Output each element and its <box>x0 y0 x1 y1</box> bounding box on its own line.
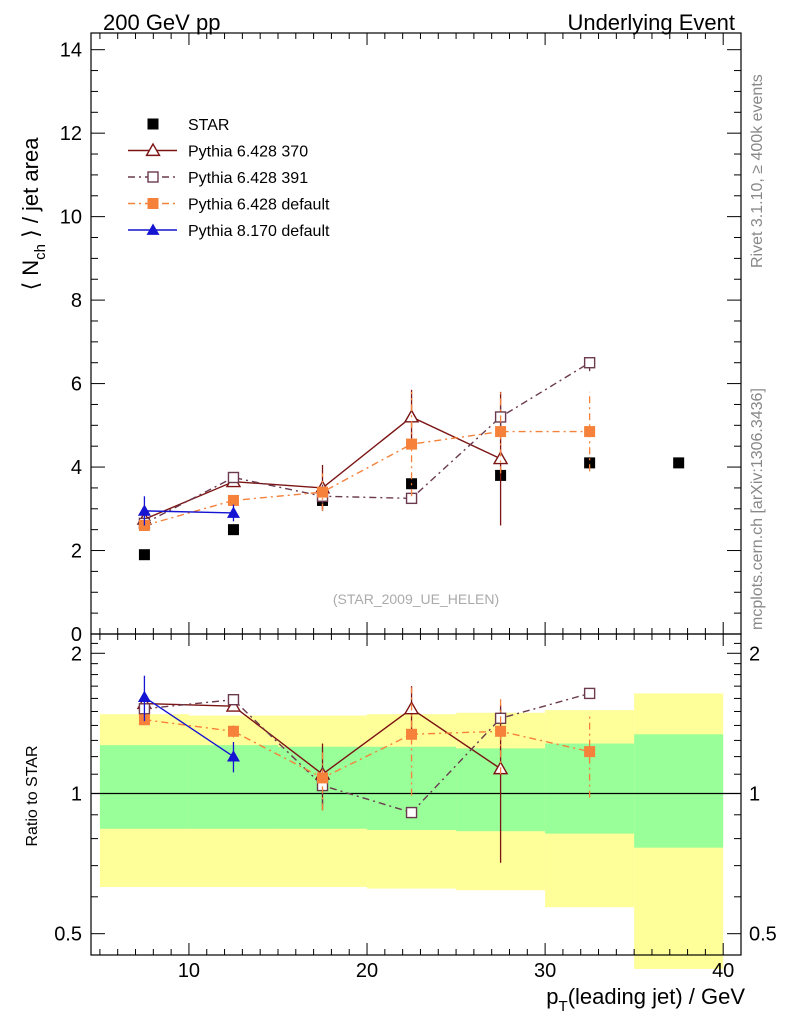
main-y-axis-label-part1: ⟨ N <box>18 260 43 291</box>
main-series-pythia-6-428-default <box>138 389 596 531</box>
main-point-pythia-6-428-391-5 <box>583 357 596 369</box>
ratio-line-pythia-6-428-default <box>144 719 590 779</box>
ratio-y-tick-label-left-1: 1 <box>71 783 82 805</box>
main-y-tick-label-8: 8 <box>71 290 82 312</box>
main-y-tick-label-4: 4 <box>71 457 82 479</box>
ratio-point-pythia-6-428-391-5 <box>583 687 596 700</box>
legend-entry-pythia-6-428-391: Pythia 6.428 391 <box>128 170 308 187</box>
legend-entry-pythia-6-428-default: Pythia 6.428 default <box>128 197 330 214</box>
main-point-pythia-8-170-default-0 <box>137 504 151 516</box>
legend-marker-pythia-6-428-370 <box>145 142 161 157</box>
main-point-pythia-6-428-default-4 <box>495 426 507 438</box>
main-point-pythia-8-170-default-1 <box>226 506 240 518</box>
ratio-point-pythia-6-428-391-3 <box>405 806 418 819</box>
main-y-axis-label-sub: ch <box>32 244 49 260</box>
main-line-pythia-6-428-default <box>144 430 590 527</box>
main-point-star-1 <box>227 524 239 536</box>
ratio-series-pythia-8-170-default <box>137 675 240 773</box>
ratio-point-pythia-8-170-default-1 <box>226 750 240 762</box>
x-axis-label-sub: T <box>559 998 568 1015</box>
main-point-pythia-6-428-default-5 <box>584 426 596 438</box>
main-point-star-5 <box>584 457 596 469</box>
main-point-pythia-6-428-370-4 <box>492 450 509 465</box>
ratio-y-axis-label: Ratio to STAR <box>24 745 41 846</box>
main-point-pythia-6-428-default-3 <box>406 438 418 450</box>
watermark: (STAR_2009_UE_HELEN) <box>333 591 499 607</box>
ratio-frame <box>90 633 742 956</box>
main-panel: 0 2 4 6 8 10 12 14 <box>60 32 742 646</box>
legend-label-pythia-8-170-default: Pythia 8.170 default <box>188 223 330 240</box>
x-axis-label-part1: p <box>546 984 558 1009</box>
ratio-point-pythia-6-428-default-1 <box>227 725 239 737</box>
legend-label-pythia-6-428-370: Pythia 6.428 370 <box>188 144 308 161</box>
ratio-y-tick-label-left-0.5: 0.5 <box>54 924 82 946</box>
mcplots-label: mcplots.cern.ch [arXiv:1306.3436] <box>749 388 766 630</box>
main-y-tick-label-6: 6 <box>71 374 82 396</box>
ratio-point-pythia-6-428-default-3 <box>406 728 418 740</box>
main-y-axis-label-part2: ⟩ / jet area <box>18 137 43 244</box>
ratio-point-pythia-6-428-default-5 <box>584 746 596 758</box>
ratio-point-pythia-6-428-default-2 <box>317 772 329 784</box>
legend: STAR Pythia 6.428 370 Pythia 6.428 391 Pyth… <box>128 117 330 240</box>
legend-label-pythia-6-428-391: Pythia 6.428 391 <box>188 170 308 187</box>
ratio-line-pythia-6-428-391 <box>144 692 590 814</box>
legend-label-star: STAR <box>188 117 229 134</box>
ratio-point-pythia-8-170-default-0 <box>137 690 151 703</box>
main-line-pythia-6-428-391 <box>144 362 590 525</box>
main-y-tick-label-12: 12 <box>60 123 82 145</box>
main-series-pythia-6-428-391 <box>138 354 596 530</box>
legend-marker-star <box>147 118 159 130</box>
legend-marker-pythia-8-170-default <box>146 223 160 235</box>
x-tick-label-40: 40 <box>712 960 734 982</box>
rivet-label: Rivet 3.1.10, ≥ 400k events <box>749 74 766 268</box>
x-axis-label-part2: (leading jet) / GeV <box>568 984 746 1009</box>
main-series-pythia-8-170-default <box>137 496 240 526</box>
main-point-star-0 <box>138 549 150 561</box>
legend-marker-pythia-6-428-391 <box>147 171 159 183</box>
main-y-tick-label-0: 0 <box>71 624 82 646</box>
main-y-tick-label-14: 14 <box>60 40 82 62</box>
main-y-tick-label-2: 2 <box>71 541 82 563</box>
main-y-axis-label: ⟨ Nch ⟩ / jet area <box>18 137 49 291</box>
x-tick-label-10: 10 <box>178 960 200 982</box>
ratio-y-tick-label-left-2: 2 <box>71 643 82 665</box>
ratio-y-tick-label-right-2: 2 <box>749 643 760 665</box>
ratio-y-tick-label-right-0.5: 0.5 <box>749 924 777 946</box>
legend-marker-pythia-6-428-default <box>147 198 159 209</box>
header-right-title: Underlying Event <box>567 10 735 35</box>
ratio-band-inner-0 <box>99 745 189 829</box>
legend-entry-star: STAR <box>147 117 229 134</box>
legend-entry-pythia-6-428-370: Pythia 6.428 370 <box>128 142 308 161</box>
main-point-pythia-6-428-default-2 <box>317 486 329 498</box>
ratio-line-pythia-8-170-default <box>144 696 234 758</box>
main-point-pythia-6-428-391-1 <box>227 471 240 484</box>
main-point-pythia-6-428-default-1 <box>227 494 239 506</box>
x-tick-label-30: 30 <box>534 960 556 982</box>
legend-label-pythia-6-428-default: Pythia 6.428 default <box>188 197 330 214</box>
main-line-pythia-8-170-default <box>144 510 234 514</box>
x-tick-label-20: 20 <box>356 960 378 982</box>
legend-entry-pythia-8-170-default: Pythia 8.170 default <box>128 223 330 240</box>
main-point-star-6 <box>673 457 685 469</box>
header-left-title: 200 GeV pp <box>103 10 220 35</box>
main-y-tick-label-10: 10 <box>60 207 82 229</box>
ratio-point-pythia-6-428-default-4 <box>495 725 507 737</box>
ratio-point-pythia-6-428-391-1 <box>227 693 240 706</box>
ratio-y-tick-label-right-1: 1 <box>749 783 760 805</box>
ratio-panel: 0.5 0.5 1 1 2 2 10 20 30 40 <box>54 633 777 982</box>
x-axis-label: pT(leading jet) / GeV <box>546 984 745 1015</box>
ratio-band-inner-6 <box>634 734 724 848</box>
